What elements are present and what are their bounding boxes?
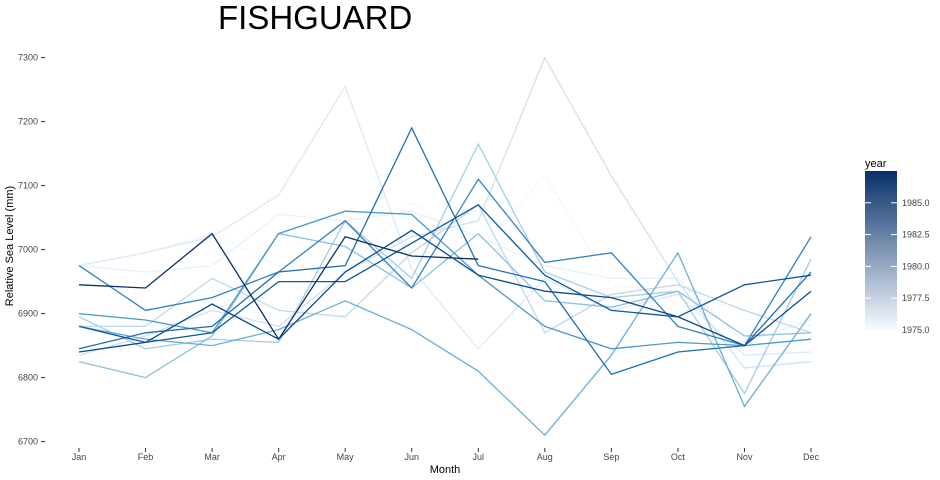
y-axis-title: Relative Sea Level (mm) [4, 186, 16, 306]
legend-tick-label: 1980.0 [902, 261, 930, 271]
x-tick-label: Jul [473, 452, 485, 462]
series-line-1984 [78, 178, 812, 347]
series-line-1979 [79, 203, 812, 334]
x-tick-label: Oct [671, 452, 686, 462]
legend-tick-label: 1975.0 [902, 325, 930, 335]
legend-ticks: 1975.0 1977.5 1980.0 1982.5 1985.0 [865, 198, 930, 335]
x-tick-label: Sep [603, 452, 619, 462]
series-line-1977 [78, 84, 812, 356]
x-tick-label: Dec [803, 452, 820, 462]
x-tick-label: May [337, 452, 355, 462]
x-axis-title: Month [430, 464, 461, 476]
x-tick-label: Jun [404, 452, 419, 462]
x-axis: Jan Feb Mar Apr May Jun Jul Aug Sep Oct Nov Dec [72, 448, 820, 462]
legend-colorbar [865, 171, 897, 330]
series-lines [78, 56, 812, 437]
series-line-1976 [78, 210, 812, 344]
chart-title: FISHGUARD [218, 0, 412, 36]
y-tick-label: 7100 [18, 181, 38, 191]
series-line-1987 [78, 229, 812, 353]
x-tick-label: Aug [537, 452, 553, 462]
y-tick-label: 7300 [18, 53, 38, 63]
x-tick-label: Mar [204, 452, 220, 462]
series-line-1975 [78, 174, 812, 328]
series-line-1982 [78, 251, 812, 437]
legend-tick-label: 1985.0 [902, 198, 930, 208]
x-tick-label: Nov [736, 452, 753, 462]
x-tick-label: Feb [138, 452, 154, 462]
series-line-1987 [78, 232, 479, 341]
legend-tick-label: 1977.5 [902, 293, 930, 303]
legend-tick-label: 1982.5 [902, 230, 930, 240]
series-line-1985 [78, 126, 812, 376]
y-tick-label: 6800 [18, 373, 38, 383]
y-axis: 6700 6800 6900 7000 7100 7200 7300 [18, 53, 45, 447]
series-line-1981 [78, 232, 812, 379]
series-line-1980 [78, 142, 812, 395]
y-tick-label: 7200 [18, 117, 38, 127]
series-line-1978 [78, 56, 812, 369]
legend: year 1975.0 1977.5 1980.0 1982.5 1985.0 [865, 158, 930, 335]
legend-title: year [865, 158, 887, 170]
series-line-1983 [78, 210, 812, 350]
series-line-1986 [78, 203, 812, 344]
y-tick-label: 6900 [18, 309, 38, 319]
y-tick-label: 7000 [18, 245, 38, 255]
x-tick-label: Jan [72, 452, 87, 462]
x-tick-label: Apr [272, 452, 286, 462]
y-tick-label: 6700 [18, 437, 38, 447]
